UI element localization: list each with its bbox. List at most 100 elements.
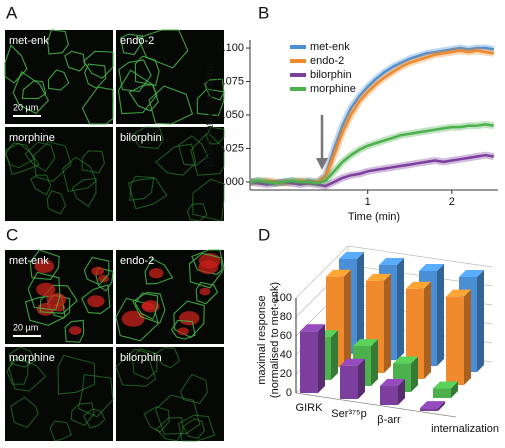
cell-outline <box>204 78 225 101</box>
cell-outline <box>49 420 73 442</box>
bar-top <box>420 401 445 409</box>
bar-top <box>446 289 471 297</box>
y-tick-label: 0 <box>286 387 292 399</box>
cytoplasm-stain <box>34 259 55 274</box>
cell-outline <box>134 292 159 321</box>
bar-top <box>300 324 325 332</box>
cell-outline <box>47 69 70 91</box>
cell-outline <box>33 141 72 183</box>
bar-side <box>411 356 418 392</box>
cell-outline <box>127 177 168 210</box>
cell-outline <box>81 284 111 314</box>
cell-outline <box>81 86 114 125</box>
bar-side <box>424 281 431 379</box>
cell-outline <box>81 150 105 174</box>
cell-outline <box>177 135 209 167</box>
bar-side <box>438 401 445 411</box>
arrow-head <box>316 158 328 170</box>
y-tick-label: 0.050 <box>216 109 244 121</box>
cell-outline <box>154 394 201 435</box>
x-tick-label: 1 <box>365 196 371 208</box>
legend-label: bilorphin <box>310 69 352 81</box>
cell-outline <box>190 131 225 176</box>
cytoplasm-stain <box>177 327 189 336</box>
grid-line <box>295 245 349 299</box>
bar <box>433 388 451 398</box>
cytoplasm-stain <box>46 292 67 307</box>
micrograph <box>116 127 224 221</box>
image-caption: bilorphin <box>120 132 162 144</box>
cell-outline <box>8 346 36 368</box>
bar <box>380 386 398 405</box>
bar-side <box>464 289 471 385</box>
bar-top <box>366 273 391 281</box>
cell-outline <box>39 284 78 314</box>
cell-outline <box>188 252 223 289</box>
bar-top <box>459 270 484 277</box>
cell-outline <box>131 348 158 380</box>
cell-outline <box>182 418 206 440</box>
cell-outline <box>132 291 166 324</box>
series-line <box>250 49 494 185</box>
grid-line <box>347 245 493 268</box>
cell-outline <box>191 249 225 275</box>
bar-side <box>344 269 351 367</box>
bar-side <box>371 339 378 386</box>
cell-outline <box>177 414 216 442</box>
cell-outline <box>27 271 61 311</box>
micrograph <box>5 127 113 221</box>
panel-label: B <box>258 3 269 22</box>
cell-outline <box>82 50 114 79</box>
x-axis-label: Time (min) <box>348 211 400 223</box>
y-tick-label: 60 <box>280 330 292 342</box>
cell-outline <box>46 190 67 215</box>
cell-outline <box>196 88 225 117</box>
cell-outline <box>137 29 189 69</box>
cell-outline <box>155 143 197 176</box>
cell-outline <box>70 402 95 426</box>
category-label: β-arr <box>377 414 401 426</box>
cytoplasm-stain <box>87 295 105 308</box>
cell-outline <box>12 70 50 115</box>
bar-side <box>384 273 391 373</box>
y-axis-label: BRET ratio - baseline <box>204 63 216 167</box>
cell-outline <box>117 69 158 115</box>
cytoplasm-stain <box>198 260 219 275</box>
category-label: GIRK <box>296 402 324 414</box>
panel-label: C <box>6 225 18 244</box>
cell-outline <box>84 63 107 89</box>
micrograph <box>116 30 224 124</box>
panel-label: D <box>258 225 270 244</box>
cell-outline <box>95 267 114 292</box>
scale-bar-label: 20 µm <box>13 102 38 112</box>
image-caption: endo-2 <box>120 255 154 267</box>
bar-side <box>331 330 338 380</box>
bar <box>340 365 358 399</box>
cell-outline <box>71 177 97 208</box>
cell-outline <box>83 256 110 286</box>
cell-outline <box>8 356 47 392</box>
cell-outline <box>21 80 47 99</box>
cytoplasm-stain <box>141 302 154 311</box>
floor-edge <box>295 392 457 418</box>
cell-outline <box>82 408 106 429</box>
bar-top <box>353 339 378 347</box>
cell-outline <box>4 142 35 169</box>
image-caption: endo-2 <box>120 35 154 47</box>
bar-side <box>477 270 484 372</box>
bar <box>300 331 318 393</box>
cell-outline <box>131 126 164 150</box>
cytoplasm-stain <box>148 268 164 279</box>
micrograph <box>5 30 113 124</box>
scale-bar-label: 20 µm <box>13 322 38 332</box>
cell-outline <box>148 85 194 125</box>
series-band <box>249 120 495 187</box>
cell-outline <box>64 50 86 72</box>
cell-outline <box>29 174 52 196</box>
legend-label: met-enk <box>310 41 350 53</box>
image-caption: morphine <box>9 352 55 364</box>
y-axis-label: (normalised to met-enk) <box>269 282 281 398</box>
bar-side <box>358 358 365 399</box>
y-tick-label: 80 <box>280 311 292 323</box>
